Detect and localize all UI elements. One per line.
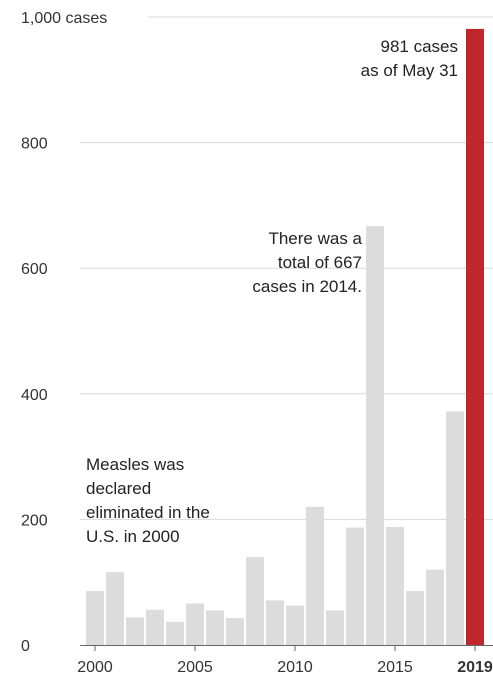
bar-2010 <box>286 605 304 645</box>
y-axis-ticks: 0 200 400 600 800 1,000 cases <box>21 10 107 655</box>
bar-2005 <box>186 603 204 645</box>
annotation-line: total of 667 <box>278 253 362 272</box>
y-tick-label-200: 200 <box>21 512 48 529</box>
y-tick-label-800: 800 <box>21 136 48 153</box>
x-axis-ticks: 2000 2005 2010 2015 2019 <box>77 645 493 676</box>
bar-2004 <box>166 621 184 645</box>
annotations: 981 cases as of May 31 There was a total of… <box>86 37 458 546</box>
x-tick-label-2010: 2010 <box>277 659 313 676</box>
bar-2002 <box>126 617 144 645</box>
bar-2017 <box>426 569 444 645</box>
annotation-line: cases in 2014. <box>252 277 362 296</box>
annotation-line: U.S. in 2000 <box>86 527 180 546</box>
annotation-2014: There was a total of 667 cases in 2014. <box>252 229 362 296</box>
x-tick-label-2000: 2000 <box>77 659 113 676</box>
annotation-line: Measles was <box>86 455 184 474</box>
bar-2015 <box>386 526 404 645</box>
x-tick-label-2015: 2015 <box>377 659 413 676</box>
bar-2014 <box>366 226 384 645</box>
bar-2006 <box>206 610 224 645</box>
y-tick-label-600: 600 <box>21 261 48 278</box>
bar-2007 <box>226 617 244 645</box>
annotation-line: declared <box>86 479 151 498</box>
annotation-2000: Measles was declared eliminated in the U.S.… <box>86 455 210 546</box>
bar-2008 <box>246 557 264 645</box>
annotation-2019: 981 cases as of May 31 <box>361 37 458 80</box>
x-tick-label-2005: 2005 <box>177 659 213 676</box>
bar-2011 <box>306 506 324 645</box>
bar-2012 <box>326 610 344 645</box>
bar-2000 <box>86 590 104 645</box>
bar-2016 <box>406 590 424 645</box>
annotation-line: as of May 31 <box>361 61 458 80</box>
x-tick-label-2019: 2019 <box>457 659 493 676</box>
y-tick-label-1000: 1,000 cases <box>21 10 107 27</box>
annotation-line: There was a <box>268 229 362 248</box>
annotation-line: 981 cases <box>381 37 459 56</box>
y-tick-label-0: 0 <box>21 638 30 655</box>
bars <box>86 28 484 645</box>
y-tick-label-400: 400 <box>21 387 48 404</box>
bar-2019 <box>466 28 484 645</box>
bar-2003 <box>146 609 164 645</box>
bar-2013 <box>346 527 364 645</box>
bar-2009 <box>266 600 284 645</box>
gridlines <box>80 16 493 520</box>
bar-2018 <box>446 411 464 645</box>
bar-2001 <box>106 572 124 645</box>
annotation-line: eliminated in the <box>86 503 210 522</box>
